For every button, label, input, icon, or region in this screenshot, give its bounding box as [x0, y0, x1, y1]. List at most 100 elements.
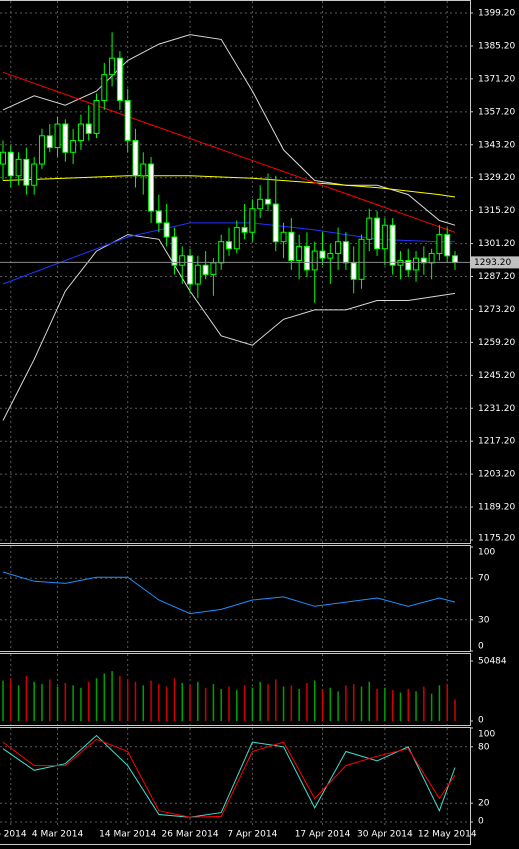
- y-tick-label: 1287.20: [478, 272, 515, 282]
- y-tick-label: 1273.20: [478, 305, 515, 315]
- volume-bar: [228, 686, 230, 721]
- candle-body: [187, 255, 194, 285]
- volume-bar: [165, 686, 168, 721]
- y-tick-label: 1357.20: [478, 107, 515, 117]
- y-tick-label: 1203.20: [478, 470, 515, 480]
- y-tick-label: 1175.20: [478, 534, 515, 544]
- candle-body: [280, 231, 287, 243]
- candle-body: [319, 250, 326, 259]
- volume-bar: [220, 688, 222, 721]
- last-price-box: [471, 256, 519, 269]
- volume-bar: [446, 684, 448, 721]
- candle-body: [342, 241, 349, 264]
- candle-body: [132, 140, 139, 177]
- volume-bar: [111, 671, 113, 721]
- rsi-panel-frame: [0, 545, 471, 652]
- volume-bar: [103, 673, 106, 721]
- volume-bar: [72, 685, 74, 721]
- y-tick-label: 80: [478, 742, 490, 752]
- y-tick-label: 50484: [478, 657, 507, 667]
- candle-body: [264, 198, 271, 205]
- indicator-line: [2, 571, 456, 615]
- volume-bar: [454, 699, 456, 721]
- candle-body: [93, 100, 100, 134]
- y-tick-label: 100: [478, 730, 495, 740]
- volume-bar: [197, 681, 199, 721]
- overlay-line: [2, 71, 456, 233]
- candle-body: [218, 241, 225, 264]
- candle-body: [77, 123, 84, 142]
- y-tick-label: 30: [478, 615, 490, 625]
- candle-body: [366, 217, 373, 240]
- y-tick-label: 100: [478, 548, 495, 558]
- candle-body: [436, 234, 443, 254]
- y-tick-label: 1231.20: [478, 404, 515, 414]
- candle-body: [163, 222, 170, 238]
- volume-bar: [267, 684, 269, 721]
- volume-panel-frame: [0, 653, 471, 726]
- y-tick-label: 1301.20: [478, 239, 515, 249]
- volume-bar: [204, 687, 207, 721]
- volume-bar: [49, 679, 51, 721]
- y-tick-label: 0: [478, 716, 484, 726]
- volume-bar: [282, 686, 285, 721]
- volume-bar: [181, 682, 183, 721]
- candle-body: [413, 257, 420, 271]
- volume-bar: [87, 681, 90, 721]
- volume-bar: [95, 678, 98, 721]
- y-tick-label: 1329.20: [478, 173, 515, 183]
- volume-bar: [306, 682, 308, 721]
- candle-body: [101, 74, 108, 102]
- volume-bar: [243, 685, 246, 721]
- x-tick-label: b 2014: [0, 830, 27, 840]
- candle-body: [288, 231, 295, 262]
- x-tick-label: 17 Apr 2014: [295, 830, 351, 840]
- volume-bar: [438, 685, 441, 721]
- candle-body: [241, 227, 248, 233]
- volume-bar: [407, 688, 409, 721]
- y-tick-label: 1315.20: [478, 206, 515, 216]
- candle-body: [296, 245, 303, 262]
- volume-bar: [189, 685, 191, 721]
- candle-body: [15, 158, 22, 177]
- volume-bar: [368, 681, 371, 721]
- candle-body: [452, 255, 458, 263]
- candle-body: [210, 262, 217, 276]
- volume-bar: [329, 687, 332, 721]
- y-tick-label: 1217.20: [478, 437, 515, 447]
- y-tick-label: 70: [478, 574, 490, 584]
- candle-body: [7, 151, 14, 177]
- volume-bar: [391, 690, 394, 721]
- volume-bar: [212, 684, 215, 721]
- candle-body: [171, 236, 178, 266]
- candle-body: [358, 238, 365, 280]
- volume-bar: [423, 686, 425, 721]
- y-tick-label: 1399.20: [478, 9, 515, 19]
- volume-bar: [119, 675, 121, 721]
- x-tick-label: 26 Mar 2014: [162, 830, 219, 840]
- volume-bar: [313, 680, 316, 721]
- volume-bar: [384, 687, 386, 721]
- x-tick-label: 7 Apr 2014: [227, 830, 277, 840]
- volume-bar: [337, 691, 339, 721]
- y-tick-label: 1259.20: [478, 338, 515, 348]
- volume-bar: [41, 684, 43, 721]
- candle-body: [249, 208, 256, 233]
- volume-bar: [321, 690, 324, 721]
- volume-bar: [134, 681, 137, 721]
- candle-body: [257, 198, 264, 210]
- candle-body: [179, 255, 186, 266]
- x-tick-label: 12 May 2014: [418, 830, 477, 840]
- candle-body: [38, 135, 45, 165]
- y-tick-label: 1371.20: [478, 74, 515, 84]
- indicator-line: [2, 738, 456, 818]
- indicator-line: [2, 734, 456, 818]
- volume-bar: [251, 687, 254, 721]
- candle-body: [23, 158, 30, 186]
- volume-bar: [25, 675, 28, 721]
- volume-bar: [399, 692, 402, 721]
- x-tick-label: 14 Mar 2014: [99, 830, 156, 840]
- volume-bar: [64, 682, 67, 721]
- volume-bar: [142, 685, 145, 721]
